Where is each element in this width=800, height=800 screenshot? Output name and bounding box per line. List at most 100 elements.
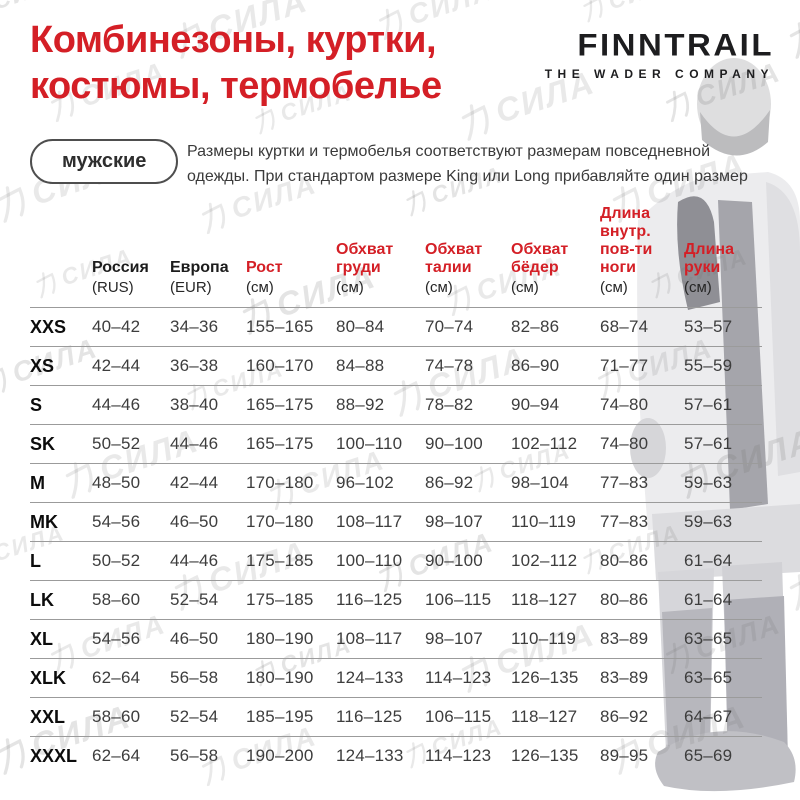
size-value-cell: 185–195 [246,697,336,737]
size-value-cell: 86–92 [600,697,684,737]
column-header-unit: (см) [600,279,628,297]
size-value-cell: 46–50 [170,619,246,659]
size-value-cell: 83–89 [600,619,684,659]
column-header-unit: (RUS) [92,279,134,297]
size-value-cell: 42–44 [170,463,246,503]
size-value-cell: 55–59 [684,346,762,386]
size-value-cell: 61–64 [684,580,762,620]
size-value-cell: 124–133 [336,658,425,698]
column-header: Длина руки (см) [684,205,762,308]
size-value-cell: 84–88 [336,346,425,386]
size-value-cell: 80–84 [336,307,425,347]
column-header [30,205,92,308]
size-value-cell: 74–78 [425,346,511,386]
size-value-cell: 89–95 [600,736,684,776]
page-title: Комбинезоны, куртки, костюмы, термобелье [30,18,442,109]
size-label: XXXL [30,736,92,776]
size-value-cell: 82–86 [511,307,600,347]
table-row: XXXL 62–64 56–58 190–200 124–133 114–123 126–1… [30,736,762,776]
column-header: Рост (см) [246,205,336,308]
column-header-unit: (см) [246,279,274,297]
size-value-cell: 56–58 [170,658,246,698]
size-value-cell: 74–80 [600,424,684,464]
column-header-label: Длина внутр. пов-ти ноги [600,205,653,277]
size-value-cell: 102–112 [511,424,600,464]
size-value-cell: 44–46 [170,541,246,581]
size-value-cell: 44–46 [92,385,170,425]
column-header: Европа (EUR) [170,205,246,308]
size-value-cell: 38–40 [170,385,246,425]
size-value-cell: 124–133 [336,736,425,776]
size-value-cell: 52–54 [170,697,246,737]
size-value-cell: 116–125 [336,697,425,737]
size-value-cell: 58–60 [92,580,170,620]
gender-pill: мужские [30,139,179,184]
size-value-cell: 175–185 [246,541,336,581]
size-value-cell: 64–67 [684,697,762,737]
size-label: S [30,385,92,425]
table-row: XS 42–44 36–38 160–170 84–88 74–78 86–90 71–77 5… [30,346,762,386]
size-value-cell: 88–92 [336,385,425,425]
size-value-cell: 61–64 [684,541,762,581]
size-value-cell: 165–175 [246,385,336,425]
size-value-cell: 48–50 [92,463,170,503]
size-value-cell: 53–57 [684,307,762,347]
size-label: XXS [30,307,92,347]
size-value-cell: 100–110 [336,424,425,464]
size-value-cell: 98–107 [425,502,511,542]
size-value-cell: 63–65 [684,658,762,698]
size-value-cell: 80–86 [600,541,684,581]
size-value-cell: 65–69 [684,736,762,776]
table-row: M 48–50 42–44 170–180 96–102 86–92 98–104 77–83… [30,463,762,503]
column-header-label: Рост [246,259,283,277]
size-value-cell: 80–86 [600,580,684,620]
size-label: M [30,463,92,503]
table-row: LK 58–60 52–54 175–185 116–125 106–115 118–127… [30,580,762,620]
size-value-cell: 170–180 [246,502,336,542]
column-header-label: Россия [92,259,149,277]
column-header-label: Обхват груди [336,241,394,277]
table-row: XL 54–56 46–50 180–190 108–117 98–107 110–119 8… [30,619,762,659]
brand-tagline: THE WADER COMPANY [544,67,774,81]
size-value-cell: 62–64 [92,736,170,776]
title-line: Комбинезоны, куртки, [30,19,437,61]
table-row: MK 54–56 46–50 170–180 108–117 98–107 110–119 7… [30,502,762,542]
size-value-cell: 68–74 [600,307,684,347]
size-label: LK [30,580,92,620]
size-value-cell: 116–125 [336,580,425,620]
size-value-cell: 126–135 [511,736,600,776]
size-value-cell: 83–89 [600,658,684,698]
table-row: XLK 62–64 56–58 180–190 124–133 114–123 126–13… [30,658,762,698]
column-header-unit: (см) [425,279,453,297]
column-header-label: Обхват талии [425,241,483,277]
size-value-cell: 190–200 [246,736,336,776]
size-note: Размеры куртки и термобелья соответствую… [187,140,748,190]
size-value-cell: 34–36 [170,307,246,347]
size-value-cell: 175–185 [246,580,336,620]
brand-name: FINNTRAIL [577,26,774,63]
size-value-cell: 86–90 [511,346,600,386]
size-value-cell: 57–61 [684,385,762,425]
size-note-line: Размеры куртки и термобелья соответствую… [187,143,711,160]
size-value-cell: 90–100 [425,541,511,581]
size-value-cell: 52–54 [170,580,246,620]
size-value-cell: 77–83 [600,463,684,503]
column-header-label: Длина руки [684,241,734,277]
size-value-cell: 46–50 [170,502,246,542]
size-value-cell: 42–44 [92,346,170,386]
size-label: XS [30,346,92,386]
size-value-cell: 155–165 [246,307,336,347]
size-value-cell: 165–175 [246,424,336,464]
size-value-cell: 110–119 [511,619,600,659]
title-line: костюмы, термобелье [30,64,442,107]
size-value-cell: 57–61 [684,424,762,464]
size-label: L [30,541,92,581]
size-label: SK [30,424,92,464]
column-header-unit: (EUR) [170,279,212,297]
size-value-cell: 98–107 [425,619,511,659]
table-row: XXL 58–60 52–54 185–195 116–125 106–115 118–12… [30,697,762,737]
size-value-cell: 59–63 [684,502,762,542]
size-value-cell: 100–110 [336,541,425,581]
size-value-cell: 98–104 [511,463,600,503]
